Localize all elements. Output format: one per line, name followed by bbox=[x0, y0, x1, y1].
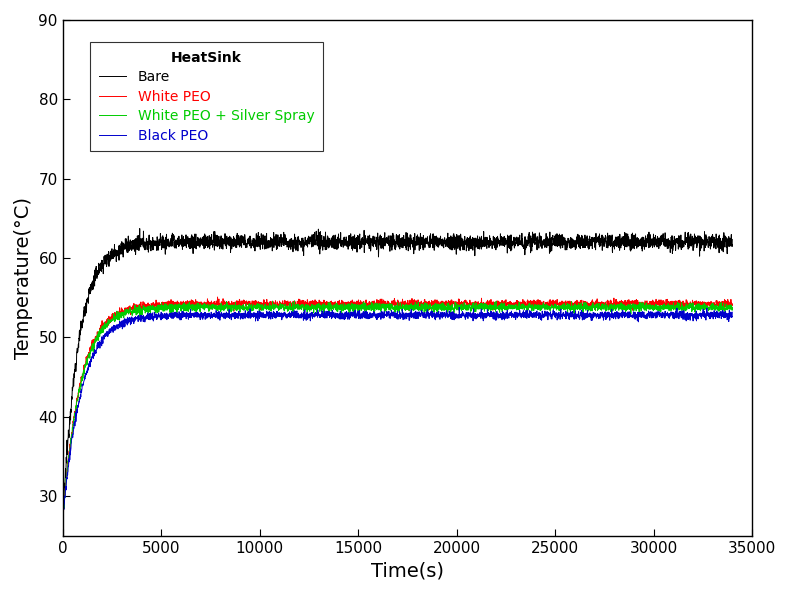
Bare bbox=[654, 240, 664, 247]
Black PEO bbox=[58, 514, 67, 521]
Bare bbox=[456, 247, 465, 254]
White PEO bbox=[58, 517, 67, 525]
Bare bbox=[58, 517, 67, 524]
Black PEO bbox=[405, 314, 415, 321]
White PEO bbox=[686, 301, 695, 308]
Black PEO bbox=[516, 311, 525, 318]
White PEO bbox=[456, 300, 465, 307]
Legend: Bare, White PEO, White PEO + Silver Spray, Black PEO: Bare, White PEO, White PEO + Silver Spra… bbox=[90, 42, 322, 151]
Line: White PEO: White PEO bbox=[62, 297, 732, 521]
Black PEO bbox=[613, 311, 623, 318]
White PEO bbox=[213, 293, 222, 301]
White PEO bbox=[405, 296, 415, 304]
Bare bbox=[613, 233, 623, 241]
Line: Black PEO: Black PEO bbox=[62, 307, 732, 518]
Black PEO bbox=[454, 304, 464, 311]
White PEO bbox=[516, 301, 525, 308]
Bare bbox=[135, 225, 145, 232]
Black PEO bbox=[655, 312, 664, 320]
White PEO + Silver Spray bbox=[58, 519, 67, 526]
White PEO + Silver Spray bbox=[456, 301, 465, 308]
Black PEO bbox=[58, 514, 68, 522]
Bare bbox=[516, 238, 525, 245]
Bare bbox=[686, 230, 695, 238]
Line: Bare: Bare bbox=[62, 229, 732, 520]
White PEO bbox=[728, 301, 737, 308]
Y-axis label: Temperature(°C): Temperature(°C) bbox=[14, 197, 33, 359]
Black PEO bbox=[728, 309, 737, 316]
White PEO + Silver Spray bbox=[613, 302, 623, 309]
Line: White PEO + Silver Spray: White PEO + Silver Spray bbox=[62, 301, 732, 523]
White PEO + Silver Spray bbox=[516, 302, 525, 309]
Black PEO bbox=[456, 312, 465, 319]
White PEO + Silver Spray bbox=[405, 304, 415, 311]
White PEO + Silver Spray bbox=[686, 302, 695, 309]
White PEO + Silver Spray bbox=[654, 305, 664, 312]
White PEO + Silver Spray bbox=[728, 304, 737, 311]
Black PEO bbox=[687, 310, 696, 317]
Bare bbox=[405, 238, 415, 245]
X-axis label: Time(s): Time(s) bbox=[371, 561, 444, 580]
Bare bbox=[728, 236, 737, 243]
White PEO bbox=[654, 299, 664, 307]
White PEO bbox=[613, 303, 623, 310]
White PEO + Silver Spray bbox=[290, 297, 299, 304]
